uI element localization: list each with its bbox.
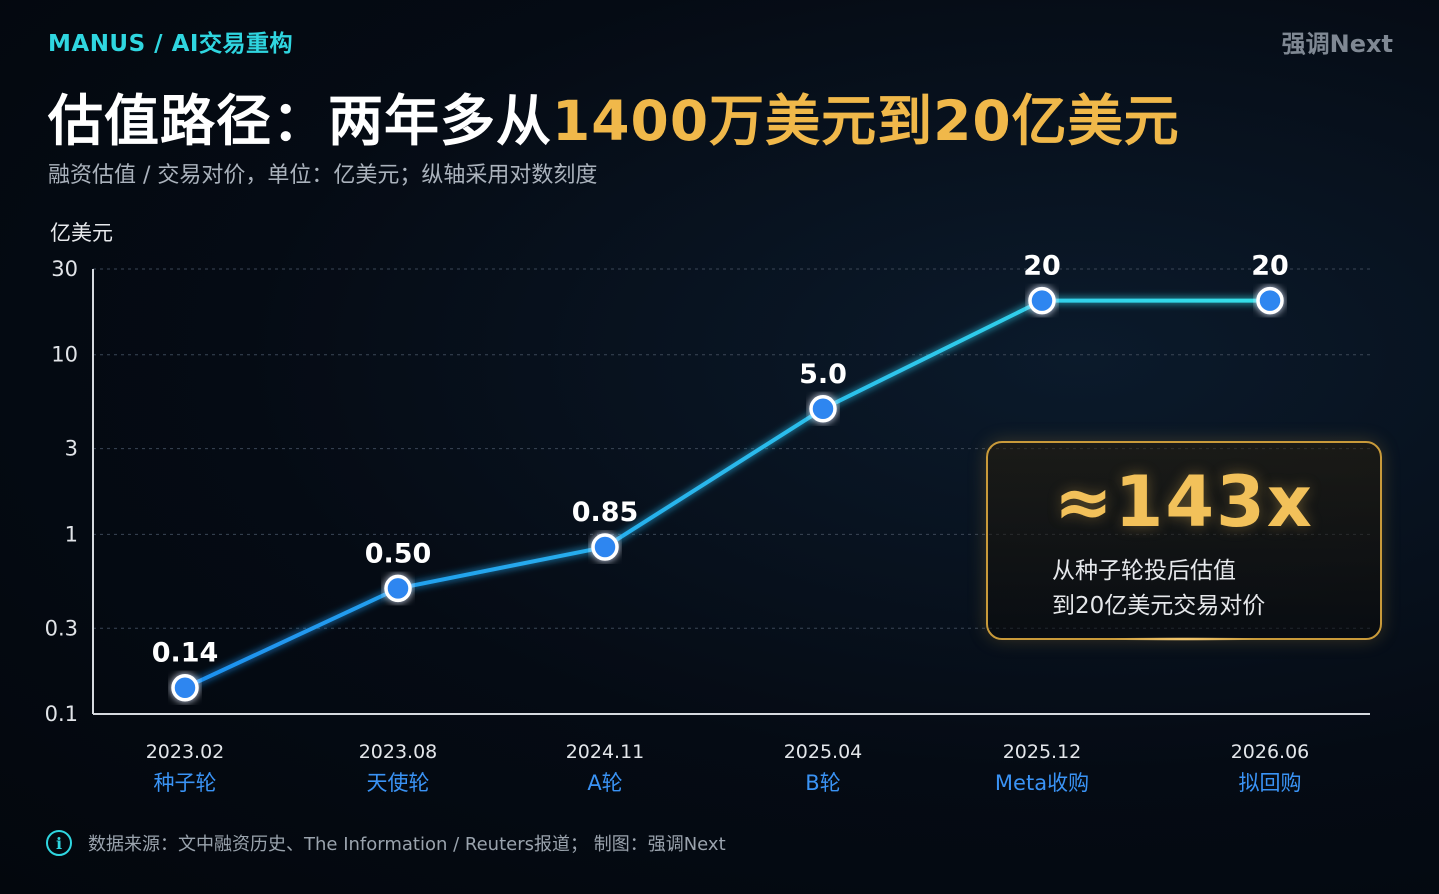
multiple-value: ≈143x [1054, 461, 1314, 543]
data-point [591, 533, 619, 561]
data-point [1256, 286, 1284, 315]
data-label: 5.0 [799, 359, 847, 390]
x-round-label: A轮 [587, 771, 622, 795]
x-tick-label: 2023.08 [359, 741, 438, 763]
source-note: 数据来源：文中融资历史、The Information / Reuters报道；… [88, 834, 726, 855]
data-label: 0.85 [572, 497, 639, 528]
subtitle: 融资估值 / 交易对价，单位：亿美元；纵轴采用对数刻度 [48, 163, 598, 188]
title-highlight: 1400万美元到20亿美元 [552, 89, 1180, 153]
x-round-label: 拟回购 [1239, 771, 1302, 795]
data-label: 0.14 [152, 638, 219, 669]
x-tick-label: 2023.02 [146, 741, 225, 763]
x-tick-label: 2025.04 [784, 741, 863, 763]
signature: 强调Next [1281, 30, 1393, 58]
data-point [1028, 286, 1056, 315]
axis-layer: 亿美元 0.1 0.3 1 3 10 30 [45, 221, 1370, 726]
y-tick-label: 10 [51, 343, 78, 367]
y-tick-label: 3 [65, 437, 78, 461]
x-round-label: 天使轮 [367, 771, 430, 795]
y-tick-label: 0.1 [45, 702, 78, 726]
callout-glow [1108, 637, 1260, 641]
data-point [384, 574, 412, 603]
x-tick-label: 2024.11 [566, 741, 645, 763]
data-point [171, 673, 199, 702]
y-axis-title: 亿美元 [50, 221, 113, 245]
page-title: 估值路径：两年多从1400万美元到20亿美元 [48, 76, 1180, 156]
x-tick-label: 2025.12 [1003, 741, 1082, 763]
series-line [184, 298, 1270, 690]
y-tick-label: 30 [51, 257, 78, 281]
data-label: 20 [1251, 251, 1289, 282]
title-part1: 估值路径：两年多从 [48, 89, 553, 153]
y-tick-label: 1 [65, 522, 78, 546]
multiple-callout: ≈143x 从种子轮投后估值 到20亿美元交易对价 [986, 441, 1382, 641]
data-label: 20 [1023, 251, 1061, 282]
label-layer: 0.14 2023.02 种子轮 0.50 2023.08 天使轮 0.85 2024.11 A… [146, 251, 1310, 795]
y-tick-label: 0.3 [45, 616, 78, 640]
data-point [809, 395, 837, 423]
x-round-label: 种子轮 [154, 771, 217, 795]
line-layer [184, 298, 1270, 690]
point-layer [171, 286, 1284, 702]
brand: MANUS / AI交易重构 [48, 31, 293, 57]
info-icon: i [46, 830, 72, 856]
callout-line2: 到20亿美元交易对价 [1052, 593, 1266, 619]
x-round-label: Meta收购 [995, 771, 1089, 795]
callout-line1: 从种子轮投后估值 [1052, 558, 1236, 584]
footer: i 数据来源：文中融资历史、The Information / Reuters报… [46, 830, 726, 856]
data-label: 0.50 [365, 538, 432, 569]
x-tick-label: 2026.06 [1231, 741, 1310, 763]
x-round-label: B轮 [805, 771, 840, 795]
